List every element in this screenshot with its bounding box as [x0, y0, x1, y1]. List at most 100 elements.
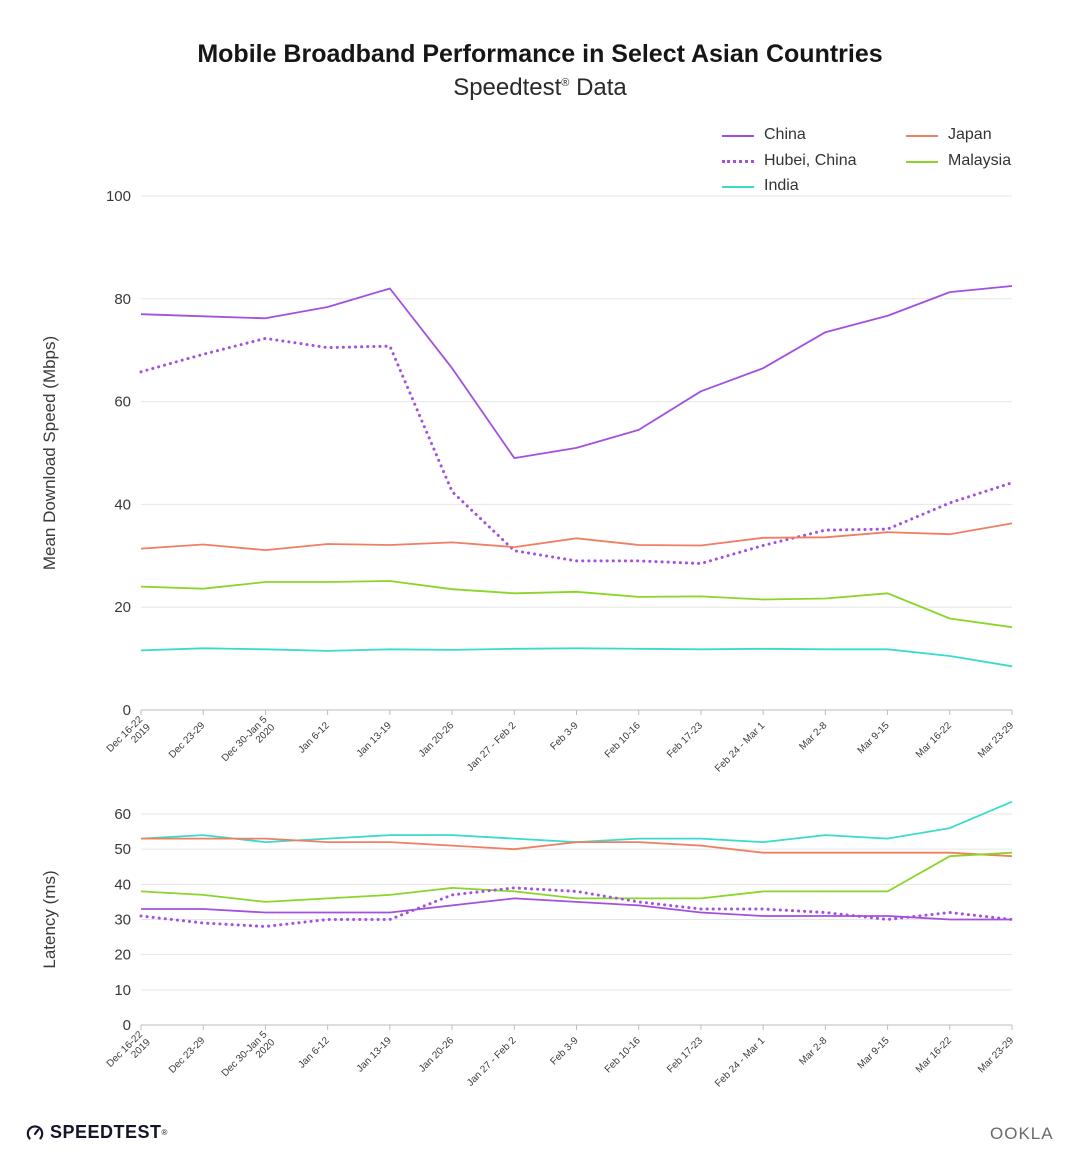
x-tick-label: Jan 13-19 — [355, 1035, 395, 1075]
x-tick-label: Jan 13-19 — [355, 720, 395, 760]
series-line-japan — [141, 837, 1013, 858]
x-tick-label-line: Feb 17-23 — [665, 1035, 705, 1075]
x-tick-label-line: Jan 13-19 — [355, 720, 395, 760]
subtitle-suffix: Data — [569, 74, 627, 101]
x-tick-label-line: Feb 24 - Mar 1 — [713, 1035, 767, 1089]
y-tick-label: 0 — [123, 702, 131, 719]
y-tick-label: 60 — [114, 394, 131, 411]
chart-panel-download-speed: 0 20 40 60 80 100 Dec 16-222019 Dec 23-29 Dec 30… — [40, 188, 1016, 775]
x-tick-label-line: Mar 23-29 — [976, 1035, 1016, 1075]
speedtest-logo: SPEEDTEST ® — [26, 1122, 168, 1143]
x-tick-label-line: Mar 9-15 — [856, 720, 892, 756]
legend-label: India — [764, 177, 799, 194]
x-tick-label-line: Jan 13-19 — [355, 1035, 395, 1075]
series-line-malaysia — [140, 580, 1013, 629]
x-tick-label-line: Dec 23-29 — [167, 1035, 208, 1076]
x-tick-label-line: Mar 9-15 — [856, 1035, 892, 1071]
x-tick-label: Dec 16-222019 — [105, 1029, 153, 1077]
x-tick-label: Jan 27 - Feb 2 — [465, 1035, 519, 1089]
x-tick-label: Mar 2-8 — [797, 720, 829, 752]
legend-label: Japan — [948, 126, 992, 143]
x-tick-label-line: Feb 17-23 — [665, 720, 705, 760]
y-tick-label: 20 — [114, 947, 131, 964]
x-tick-label: Dec 16-222019 — [105, 714, 153, 762]
legend-swatch-malaysia — [906, 161, 938, 163]
chart-title: Mobile Broadband Performance in Select A… — [197, 40, 883, 68]
registered-mark: ® — [561, 77, 570, 89]
y-tick-label: 40 — [114, 496, 131, 513]
series-line-japan — [140, 522, 1013, 551]
y-tick-label: 80 — [114, 291, 131, 308]
series-line-hubei-china — [139, 336, 1014, 565]
x-tick-label: Jan 6-12 — [296, 720, 332, 756]
x-tick-label: Feb 3-9 — [548, 720, 580, 752]
legend-swatch-china — [722, 135, 754, 137]
legend-swatch-japan — [906, 135, 938, 137]
x-tick-label-line: Jan 27 - Feb 2 — [465, 720, 519, 774]
x-tick-label: Mar 23-29 — [976, 720, 1016, 760]
x-tick-label: Feb 17-23 — [665, 720, 705, 760]
x-tick-label-line: Mar 16-22 — [914, 720, 954, 760]
speedometer-icon — [26, 1124, 44, 1139]
y-tick-label: 20 — [114, 599, 131, 616]
y-tick-label: 30 — [114, 912, 131, 929]
x-tick-label: Mar 16-22 — [914, 1035, 954, 1075]
y-tick-label: 60 — [114, 806, 131, 823]
x-tick-label-line: Dec 23-29 — [167, 720, 208, 761]
y-axis-label: Mean Download Speed (Mbps) — [40, 336, 59, 570]
x-tick-label: Feb 3-9 — [548, 1035, 580, 1067]
y-tick-label: 100 — [106, 188, 131, 205]
x-tick-label-line: Feb 3-9 — [548, 720, 580, 752]
x-tick-label-line: Feb 10-16 — [603, 720, 643, 760]
x-tick-label: Mar 23-29 — [976, 1035, 1016, 1075]
x-tick-label-line: Jan 6-12 — [296, 720, 332, 756]
series-line-china — [140, 285, 1013, 460]
x-tick-label-line: Jan 20-26 — [417, 720, 457, 760]
legend-label: Malaysia — [948, 152, 1012, 169]
x-tick-label: Mar 9-15 — [856, 1035, 892, 1071]
chart-subtitle: Speedtest® Data — [0, 74, 1080, 102]
x-tick-label: Mar 9-15 — [856, 720, 892, 756]
x-tick-label-line: Mar 16-22 — [914, 1035, 954, 1075]
x-tick-label-line: Mar 2-8 — [797, 720, 829, 752]
x-tick-label: Feb 10-16 — [603, 1035, 643, 1075]
x-tick-label: Jan 20-26 — [417, 720, 457, 760]
y-tick-label: 40 — [114, 876, 131, 893]
x-tick-label: Dec 30-Jan 52020 — [220, 714, 278, 772]
x-tick-label: Feb 24 - Mar 1 — [713, 1035, 767, 1089]
x-tick-label: Jan 6-12 — [296, 1035, 332, 1071]
y-tick-label: 10 — [114, 982, 131, 999]
series-line-china — [141, 897, 1012, 921]
x-tick-label: Feb 10-16 — [603, 720, 643, 760]
x-tick-label-line: Mar 23-29 — [976, 720, 1016, 760]
legend-swatch-hubei — [722, 160, 754, 163]
series-line-malaysia — [140, 851, 1013, 903]
chart-panel-latency: 0 10 20 30 40 50 60 Dec 16-222019 Dec 23-29 Dec 3… — [40, 800, 1016, 1090]
brand-registered-mark: ® — [161, 1128, 168, 1137]
x-tick-label-line: Jan 20-26 — [417, 1035, 457, 1075]
x-tick-label: Mar 16-22 — [914, 720, 954, 760]
x-tick-label-line: Feb 10-16 — [603, 1035, 643, 1075]
y-tick-label: 50 — [114, 841, 131, 858]
legend-swatch-india — [722, 186, 754, 188]
x-tick-label: Dec 23-29 — [167, 1035, 208, 1076]
x-tick-label: Feb 24 - Mar 1 — [713, 720, 767, 774]
series-line-india — [140, 800, 1013, 843]
x-tick-label: Jan 20-26 — [417, 1035, 457, 1075]
x-tick-label: Dec 30-Jan 52020 — [220, 1029, 278, 1087]
ookla-logo: OOKLA — [990, 1124, 1054, 1143]
y-axis-label: Latency (ms) — [40, 870, 59, 968]
x-tick-label-line: Feb 24 - Mar 1 — [713, 720, 767, 774]
legend-label: Hubei, China — [764, 152, 857, 169]
x-tick-label: Feb 17-23 — [665, 1035, 705, 1075]
speedtest-brand-text: SPEEDTEST — [50, 1122, 162, 1142]
y-tick-label: 0 — [123, 1017, 131, 1034]
series-line-hubei-china — [139, 886, 1014, 928]
x-tick-label: Jan 27 - Feb 2 — [465, 720, 519, 774]
x-tick-label: Mar 2-8 — [797, 1035, 829, 1067]
series-line-india — [140, 647, 1013, 668]
legend-label: China — [764, 126, 806, 143]
x-tick-label-line: Feb 3-9 — [548, 1035, 580, 1067]
subtitle-text: Speedtest — [453, 74, 562, 101]
